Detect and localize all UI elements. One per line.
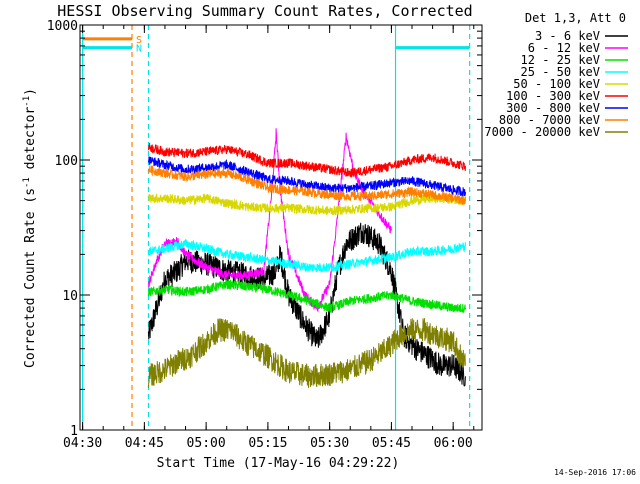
annotation-label-N: N xyxy=(136,44,142,55)
x-tick-label-6: 06:00 xyxy=(434,436,473,451)
y-axis-label-end: ) xyxy=(23,88,38,96)
series-line-4 xyxy=(148,193,466,216)
axes-frame xyxy=(79,24,483,431)
x-tick-label-5: 05:45 xyxy=(372,436,411,451)
y-tick-label-1: 10 xyxy=(62,289,78,304)
series-line-2 xyxy=(148,279,466,313)
y-tick-label-2: 100 xyxy=(55,154,78,169)
annotation-label-S: S xyxy=(136,35,142,46)
x-tick-label-4: 05:30 xyxy=(310,436,349,451)
x-tick-label-0: 04:30 xyxy=(63,436,102,451)
legend-label-2: 12 - 25 keV xyxy=(521,53,600,67)
y-axis-label-sup2: -1 xyxy=(22,96,32,107)
footer-date: 14-Sep-2016 17:06 xyxy=(554,468,636,477)
legend-label-8: 7000 - 20000 keV xyxy=(484,125,600,139)
series-line-7 xyxy=(148,165,466,205)
series-line-3 xyxy=(148,239,466,273)
series-line-5 xyxy=(148,142,466,178)
x-axis-label: Start Time (17-May-16 04:29:22) xyxy=(157,456,400,471)
annotations: SN xyxy=(82,25,471,430)
legend-header: Det 1,3, Att 0 xyxy=(525,11,626,25)
chart-title: HESSI Observing Summary Count Rates, Cor… xyxy=(57,2,472,20)
legend-label-7: 800 - 7000 keV xyxy=(499,113,600,127)
series-line-6 xyxy=(148,156,466,197)
series-line-8 xyxy=(148,318,466,389)
x-tick-label-2: 05:00 xyxy=(187,436,226,451)
legend-label-1: 6 - 12 keV xyxy=(528,41,600,55)
x-tick-label-3: 05:15 xyxy=(248,436,287,451)
legend-label-0: 3 - 6 keV xyxy=(535,29,600,43)
x-tick-label-1: 04:45 xyxy=(125,436,164,451)
legend-label-3: 25 - 50 keV xyxy=(521,65,600,79)
y-axis-label-mid: detector xyxy=(23,107,38,178)
y-tick-label-3: 1000 xyxy=(47,19,78,34)
legend-label-6: 300 - 800 keV xyxy=(506,101,600,115)
legend-label-4: 50 - 100 keV xyxy=(513,77,600,91)
legend-label-5: 100 - 300 keV xyxy=(506,89,600,103)
y-tick-label-0: 1 xyxy=(70,424,78,439)
axes: 04:30 04:45 05:00 05:15 05:30 05:45 06:00 1 10 10… xyxy=(47,19,483,451)
y-axis-label-sup1: -1 xyxy=(22,177,32,188)
y-axis-label: Corrected Count Rate (s-1 detector-1) xyxy=(22,88,38,368)
y-axis-label-main: Corrected Count Rate (s xyxy=(23,188,38,368)
series-layer xyxy=(148,128,466,389)
